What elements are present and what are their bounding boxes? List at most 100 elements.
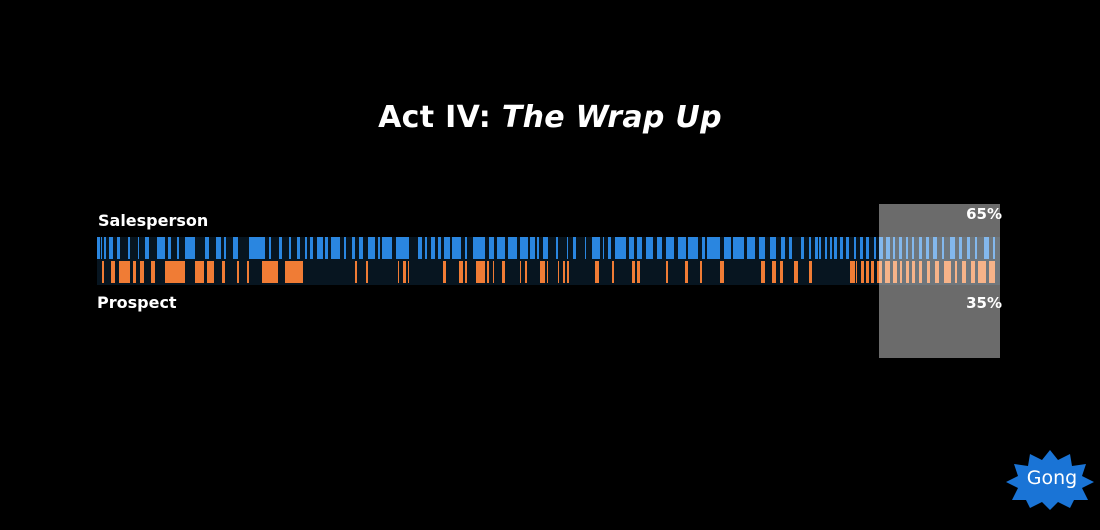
salesperson-segment — [933, 237, 937, 259]
prospect-segment — [194, 261, 204, 283]
prospect-segment — [760, 261, 766, 283]
salesperson-segment — [330, 237, 340, 259]
salesperson-segment — [519, 237, 528, 259]
salesperson-segment — [873, 237, 877, 259]
logo-burst-shape — [1006, 450, 1094, 510]
prospect-segment — [989, 261, 995, 283]
prospect-segment — [502, 261, 506, 283]
salesperson-segment — [846, 237, 850, 259]
prospect-segment — [700, 261, 702, 283]
salesperson-segment — [878, 237, 883, 259]
wrap-up-highlight — [879, 204, 1000, 358]
prospect-segment — [779, 261, 784, 283]
prospect-segment — [885, 261, 890, 283]
prospect-segment — [926, 261, 930, 283]
salesperson-segment — [572, 237, 576, 259]
salesperson-segment — [959, 237, 963, 259]
prospect-segment — [866, 261, 870, 283]
salesperson-segment — [324, 237, 329, 259]
salesperson-segment — [860, 237, 863, 259]
salesperson-segment — [289, 237, 292, 259]
prospect-segment — [101, 261, 105, 283]
prospect-segment — [355, 261, 358, 283]
salesperson-segment — [974, 237, 978, 259]
prospect-segment — [567, 261, 570, 283]
title-prefix: Act IV: — [378, 100, 492, 135]
salesperson-segment — [656, 237, 663, 259]
salesperson-segment — [297, 237, 301, 259]
salesperson-segment — [555, 237, 558, 259]
salesperson-segment — [950, 237, 955, 259]
prospect-segment — [809, 261, 813, 283]
prospect-segment — [893, 261, 898, 283]
prospect-segment — [794, 261, 798, 283]
salesperson-segment — [377, 237, 380, 259]
prospect-segment — [164, 261, 185, 283]
prospect-segment — [594, 261, 600, 283]
salesperson-segment — [184, 237, 195, 259]
salesperson-segment — [840, 237, 843, 259]
talk-timeline — [97, 237, 1000, 285]
salesperson-segment — [830, 237, 833, 259]
salesperson-segment — [702, 237, 705, 259]
gong-logo-icon — [1006, 450, 1094, 510]
salesperson-segment — [97, 237, 100, 259]
salesperson-segment — [431, 237, 435, 259]
prospect-segment — [912, 261, 916, 283]
salesperson-segment — [866, 237, 870, 259]
prospect-segment — [944, 261, 952, 283]
salesperson-segment — [438, 237, 442, 259]
salesperson-segment — [983, 237, 990, 259]
prospect-segment — [519, 261, 522, 283]
prospect-segment — [403, 261, 406, 283]
salesperson-segment — [747, 237, 756, 259]
salesperson-segment — [100, 237, 103, 259]
salesperson-segment — [248, 237, 265, 259]
salesperson-segment — [351, 237, 356, 259]
prospect-segment — [366, 261, 368, 283]
salesperson-segment — [788, 237, 793, 259]
salesperson-segment — [472, 237, 486, 259]
prospect-segment — [540, 261, 545, 283]
prospect-segment — [151, 261, 155, 283]
salesperson-segment — [646, 237, 654, 259]
logo-text: Gong — [1026, 467, 1078, 489]
salesperson-segment — [769, 237, 777, 259]
salesperson-segment — [310, 237, 313, 259]
prospect-segment — [546, 261, 549, 283]
salesperson-segment — [451, 237, 461, 259]
salesperson-segment — [732, 237, 744, 259]
salesperson-segment — [205, 237, 209, 259]
prospect-segment — [632, 261, 636, 283]
salesperson-segment — [395, 237, 409, 259]
salesperson-segment — [809, 237, 812, 259]
salesperson-segment — [104, 237, 107, 259]
prospect-segment — [442, 261, 446, 283]
salesperson-segment — [819, 237, 822, 259]
prospect-segment — [772, 261, 777, 283]
prospect-segment — [133, 261, 136, 283]
title-emphasis: The Wrap Up — [501, 100, 722, 135]
salesperson-segment — [543, 237, 549, 259]
prospect-share: 35% — [966, 294, 1002, 312]
prospect-segment — [611, 261, 614, 283]
salesperson-segment — [343, 237, 347, 259]
salesperson-segment — [591, 237, 600, 259]
salesperson-segment — [317, 237, 323, 259]
salesperson-segment — [814, 237, 818, 259]
prospect-segment — [459, 261, 463, 283]
prospect-segment — [492, 261, 495, 283]
prospect-segment — [855, 261, 858, 283]
prospect-segment — [557, 261, 560, 283]
prospect-segment — [850, 261, 855, 283]
salesperson-segment — [584, 237, 587, 259]
salesperson-segment — [530, 237, 535, 259]
prospect-segment — [246, 261, 249, 283]
prospect-segment — [962, 261, 966, 283]
salesperson-segment — [636, 237, 643, 259]
prospect-segment — [918, 261, 923, 283]
salesperson-segment — [536, 237, 540, 259]
prospect-segment — [684, 261, 688, 283]
salesperson-segment — [918, 237, 923, 259]
